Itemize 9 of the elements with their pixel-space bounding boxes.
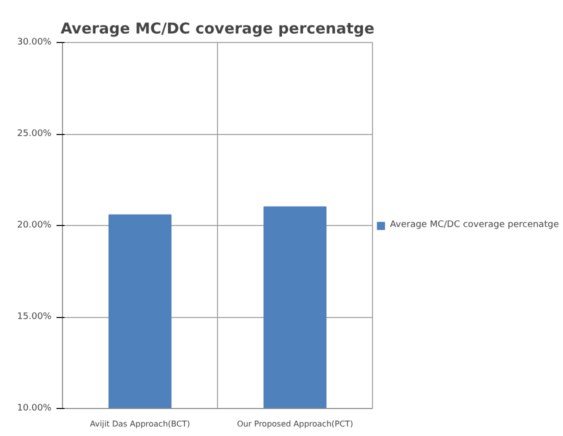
y-tick-label: 10.00% [17, 404, 52, 414]
chart-title: Average MC/DC coverage percenatge [60, 20, 374, 38]
y-tick-label: 25.00% [17, 129, 52, 139]
x-tick-label: Avijit Das Approach(BCT) [90, 420, 190, 428]
x-tick-label: Our Proposed Approach(PCT) [236, 420, 354, 428]
legend-label: Average MC/DC coverage percenatge [390, 220, 559, 230]
y-tick-label: 15.00% [17, 312, 52, 322]
y-tick-label: 30.00% [17, 38, 52, 48]
y-tick-label: 20.00% [17, 220, 52, 230]
